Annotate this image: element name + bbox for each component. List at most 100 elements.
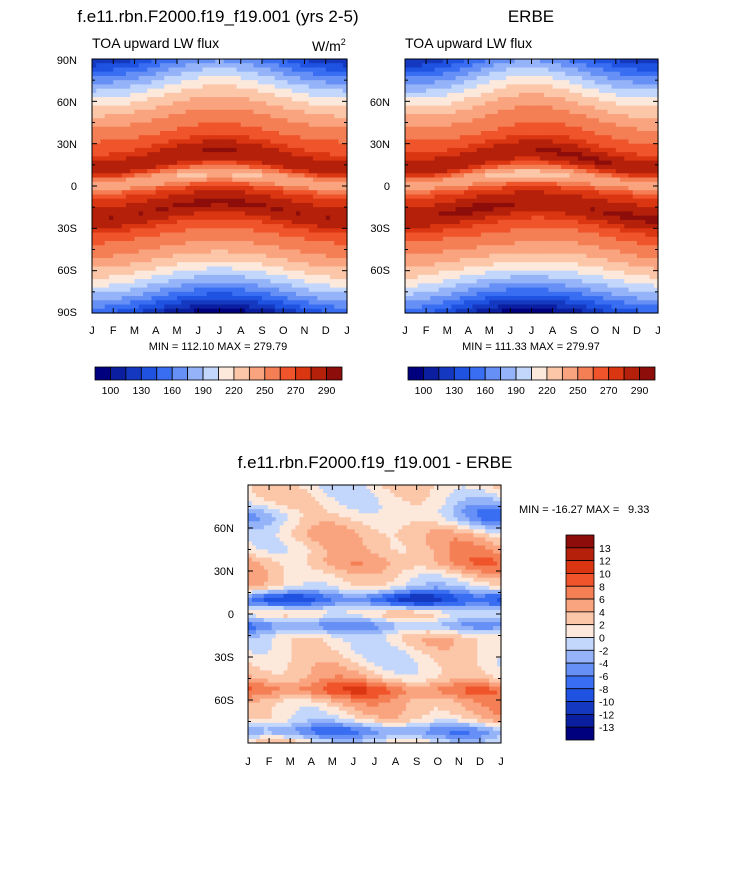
field-cell bbox=[117, 80, 123, 85]
field-cell bbox=[442, 63, 448, 69]
field-cell bbox=[155, 296, 161, 301]
field-cell bbox=[569, 135, 575, 141]
field-cell bbox=[155, 152, 161, 157]
field-cell bbox=[330, 143, 335, 149]
field-cell bbox=[257, 88, 263, 94]
field-cell bbox=[330, 308, 335, 314]
field-cell bbox=[417, 135, 423, 141]
field-cell bbox=[317, 232, 323, 238]
field-cell bbox=[283, 291, 289, 297]
field-cell bbox=[535, 92, 541, 98]
field-cell bbox=[189, 80, 195, 85]
field-cell bbox=[649, 92, 655, 98]
field-cell bbox=[219, 211, 225, 217]
field-cell bbox=[232, 270, 238, 276]
field-cell bbox=[430, 71, 436, 77]
field-cell bbox=[308, 245, 314, 251]
field-cell bbox=[177, 75, 182, 81]
field-cell bbox=[177, 211, 182, 217]
field-cell bbox=[313, 92, 318, 98]
field-cell bbox=[130, 139, 136, 145]
field-cell bbox=[569, 75, 575, 81]
field-cell bbox=[308, 143, 314, 149]
field-cell bbox=[590, 109, 596, 115]
field-cell bbox=[177, 105, 182, 111]
field-cell bbox=[338, 287, 344, 293]
field-cell bbox=[313, 118, 318, 124]
field-cell bbox=[325, 198, 331, 204]
field-cell bbox=[342, 118, 348, 124]
field-cell bbox=[489, 118, 495, 124]
field-cell bbox=[523, 109, 528, 115]
field-cell bbox=[249, 173, 255, 179]
field-cell bbox=[548, 135, 554, 141]
field-cell bbox=[198, 304, 204, 310]
field-cell bbox=[232, 135, 238, 141]
field-cell bbox=[215, 245, 221, 251]
field-cell bbox=[257, 147, 263, 153]
field-cell bbox=[274, 109, 280, 115]
field-cell bbox=[194, 262, 199, 268]
field-cell bbox=[308, 291, 314, 297]
field-cell bbox=[291, 139, 297, 145]
field-cell bbox=[330, 97, 335, 102]
field-cell bbox=[215, 169, 221, 174]
field-cell bbox=[624, 88, 630, 94]
field-cell bbox=[147, 109, 153, 115]
field-cell bbox=[300, 181, 306, 187]
field-cell bbox=[172, 274, 178, 280]
field-cell bbox=[342, 143, 348, 149]
field-cell bbox=[211, 249, 216, 255]
field-cell bbox=[253, 245, 259, 251]
field-cell bbox=[172, 253, 178, 259]
field-cell bbox=[194, 308, 199, 314]
field-cell bbox=[138, 88, 144, 94]
field-cell bbox=[279, 291, 284, 297]
field-cell bbox=[164, 109, 170, 115]
field-cell bbox=[489, 122, 495, 128]
field-cell bbox=[151, 97, 157, 102]
field-cell bbox=[100, 236, 106, 242]
field-cell bbox=[270, 92, 276, 98]
field-cell bbox=[257, 101, 263, 107]
field-cell bbox=[262, 198, 267, 204]
field-cell bbox=[177, 164, 182, 170]
field-cell bbox=[430, 75, 436, 81]
field-cell bbox=[249, 253, 255, 259]
field-cell bbox=[160, 198, 165, 204]
field-cell bbox=[126, 156, 131, 162]
field-cell bbox=[296, 253, 301, 259]
field-cell bbox=[96, 202, 102, 208]
field-cell bbox=[117, 262, 123, 268]
field-cell bbox=[510, 92, 516, 98]
field-cell bbox=[426, 71, 431, 77]
field-cell bbox=[240, 194, 246, 200]
field-cell bbox=[219, 84, 225, 90]
field-cell bbox=[240, 173, 246, 179]
field-cell bbox=[607, 63, 613, 69]
field-cell bbox=[266, 262, 272, 268]
field-cell bbox=[181, 186, 187, 191]
field-cell bbox=[232, 101, 238, 107]
field-cell bbox=[304, 156, 310, 162]
field-cell bbox=[126, 126, 131, 132]
field-cell bbox=[527, 84, 533, 90]
field-cell bbox=[236, 194, 242, 200]
field-cell bbox=[262, 88, 267, 94]
field-cell bbox=[569, 97, 575, 102]
field-cell bbox=[527, 126, 533, 132]
field-cell bbox=[304, 262, 310, 268]
field-cell bbox=[455, 88, 461, 94]
field-cell bbox=[438, 105, 444, 111]
field-cell bbox=[181, 63, 187, 69]
field-cell bbox=[266, 308, 272, 314]
field-cell bbox=[245, 71, 250, 77]
field-cell bbox=[338, 262, 344, 268]
field-cell bbox=[232, 262, 238, 268]
field-cell bbox=[198, 118, 204, 124]
field-cell bbox=[198, 164, 204, 170]
field-cell bbox=[300, 228, 306, 234]
field-cell bbox=[202, 291, 208, 297]
field-cell bbox=[194, 152, 199, 157]
field-cell bbox=[253, 92, 259, 98]
